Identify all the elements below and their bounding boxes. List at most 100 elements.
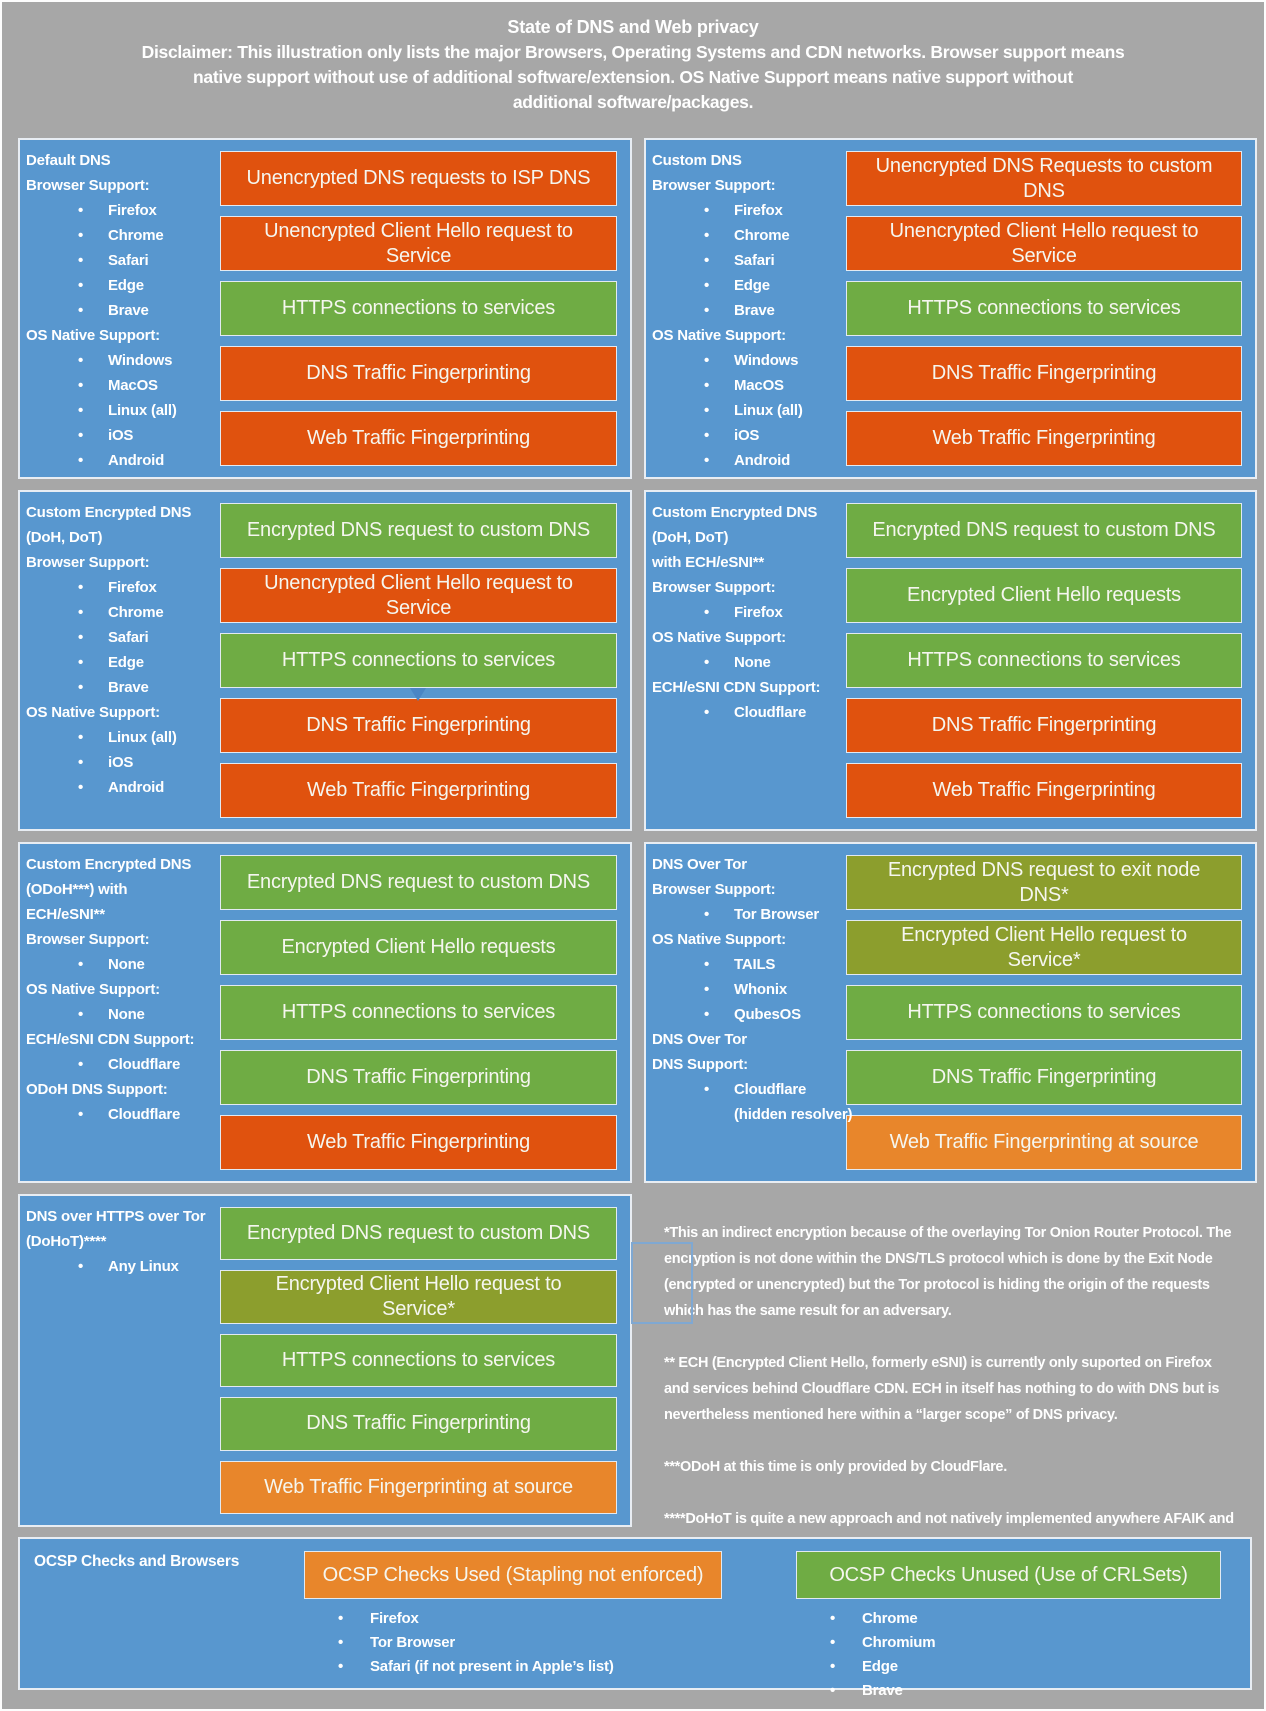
- status-bar-encrypted-client-hello-request-to-servic: Encrypted Client Hello request to Servic…: [220, 1270, 617, 1324]
- status-bar-dns-traffic-fingerprinting: DNS Traffic Fingerprinting: [846, 1050, 1242, 1105]
- ocsp-bar-ocsp-checks-used-stapling-not-enforced: OCSP Checks Used (Stapling not enforced): [304, 1551, 722, 1599]
- support-heading: OS Native Support:: [26, 327, 160, 344]
- status-bar-dns-traffic-fingerprinting: DNS Traffic Fingerprinting: [220, 1050, 617, 1105]
- disclaimer-line-3: additional software/packages.: [512, 92, 754, 112]
- support-heading: DNS Over Tor: [652, 1031, 747, 1048]
- support-item-brave: Brave: [26, 298, 218, 323]
- ocsp-group-ocsp-checks-used-stapling-not-enforced: OCSP Checks Used (Stapling not enforced)…: [304, 1551, 722, 1679]
- status-bar-web-traffic-fingerprinting: Web Traffic Fingerprinting: [220, 411, 617, 466]
- status-bar-dns-traffic-fingerprinting: DNS Traffic Fingerprinting: [220, 698, 617, 753]
- support-item-brave: Brave: [26, 675, 218, 700]
- panel-title-line: DNS Over Tor: [652, 856, 747, 873]
- support-heading: Browser Support:: [652, 177, 776, 194]
- panel-title-line: Custom DNS: [652, 152, 742, 169]
- support-item-cloudflare-hidden-resolver: Cloudflare (hidden resolver): [652, 1077, 852, 1127]
- status-bar-dns-traffic-fingerprinting: DNS Traffic Fingerprinting: [846, 346, 1242, 401]
- status-bar-web-traffic-fingerprinting: Web Traffic Fingerprinting: [846, 411, 1242, 466]
- support-heading: OS Native Support:: [26, 981, 160, 998]
- panel-custom-encrypted-dns-ech: Custom Encrypted DNS (DoH, DoT) with ECH/e…: [644, 490, 1257, 831]
- support-item-macos: MacOS: [26, 373, 218, 398]
- support-item-android: Android: [26, 448, 218, 473]
- support-item-edge: Edge: [26, 273, 218, 298]
- footnote-2: ** ECH (Encrypted Client Hello, formerly…: [664, 1355, 1220, 1423]
- support-item-android: Android: [26, 775, 218, 800]
- panel-title-line: (ODoH***) with: [26, 881, 128, 898]
- support-item-safari: Safari: [26, 625, 218, 650]
- support-item-chrome: Chrome: [26, 223, 218, 248]
- panel-labels: Custom Encrypted DNS (ODoH***) with ECH/eS…: [20, 844, 220, 1181]
- ocsp-group-ocsp-checks-unused-use-of-crlsets: OCSP Checks Unused (Use of CRLSets) Chrom…: [796, 1551, 1221, 1703]
- status-bar-https-connections-to-services: HTTPS connections to services: [846, 633, 1242, 688]
- status-bar-encrypted-client-hello-requests: Encrypted Client Hello requests: [220, 920, 617, 975]
- support-item-whonix: Whonix: [652, 977, 844, 1002]
- ocsp-item-chromium: Chromium: [796, 1631, 1221, 1655]
- status-bar-web-traffic-fingerprinting: Web Traffic Fingerprinting: [846, 763, 1242, 818]
- status-bar-https-connections-to-services: HTTPS connections to services: [220, 633, 617, 688]
- support-item-ios: iOS: [26, 423, 218, 448]
- panel-title-line: DNS over HTTPS over Tor: [26, 1208, 206, 1225]
- footnote-3: ***ODoH at this time is only provided by…: [664, 1459, 1007, 1475]
- support-heading: OS Native Support:: [652, 327, 786, 344]
- support-item-safari: Safari: [26, 248, 218, 273]
- support-heading: Browser Support:: [26, 554, 150, 571]
- status-bar-https-connections-to-services: HTTPS connections to services: [220, 1333, 617, 1388]
- panel-custom-dns: Custom DNS Browser Support: FirefoxChromeS…: [644, 138, 1257, 479]
- support-item-none: None: [26, 952, 218, 977]
- status-bar-unencrypted-client-hello-request-to-serv: Unencrypted Client Hello request to Serv…: [220, 216, 617, 271]
- panel-dns-over-tor: DNS Over Tor Browser Support: Tor Browser O…: [644, 842, 1257, 1183]
- support-heading: ODoH DNS Support:: [26, 1081, 168, 1098]
- status-bar-https-connections-to-services: HTTPS connections to services: [846, 985, 1242, 1040]
- ocsp-item-tor-browser: Tor Browser: [304, 1631, 722, 1655]
- ocsp-item-edge: Edge: [796, 1655, 1221, 1679]
- support-item-any-linux: Any Linux: [26, 1254, 218, 1279]
- support-item-cloudflare: Cloudflare: [26, 1052, 218, 1077]
- status-bar-web-traffic-fingerprinting-at-source: Web Traffic Fingerprinting at source: [220, 1460, 617, 1515]
- status-bar-encrypted-dns-request-to-custom-dns: Encrypted DNS request to custom DNS: [220, 1207, 617, 1261]
- support-heading: OS Native Support:: [652, 629, 786, 646]
- panel-dohot: DNS over HTTPS over Tor (DoHoT)**** Any Li…: [18, 1194, 632, 1527]
- support-heading: Browser Support:: [652, 579, 776, 596]
- status-bar-encrypted-dns-request-to-custom-dns: Encrypted DNS request to custom DNS: [846, 503, 1242, 558]
- status-bars: Encrypted DNS request to custom DNS Encry…: [220, 844, 630, 1181]
- footnote-1: *This an indirect encryption because of …: [664, 1225, 1232, 1319]
- status-bars: Encrypted DNS request to exit node DNS* E…: [846, 844, 1255, 1181]
- ocsp-item-chrome: Chrome: [796, 1607, 1221, 1631]
- support-item-firefox: Firefox: [26, 575, 218, 600]
- panel-title-line: with ECH/eSNI**: [652, 554, 765, 571]
- support-item-linux-all: Linux (all): [26, 725, 218, 750]
- support-heading: Browser Support:: [26, 177, 150, 194]
- support-item-edge: Edge: [26, 650, 218, 675]
- status-bar-encrypted-client-hello-requests: Encrypted Client Hello requests: [846, 568, 1242, 623]
- panel-title-line: Default DNS: [26, 152, 111, 169]
- connector-arrow-artifact: [410, 688, 426, 701]
- support-item-safari: Safari: [652, 248, 844, 273]
- panel-title-line: Custom Encrypted DNS: [26, 504, 192, 521]
- support-item-macos: MacOS: [652, 373, 844, 398]
- support-item-chrome: Chrome: [652, 223, 844, 248]
- support-heading: OS Native Support:: [26, 704, 160, 721]
- panel-title-line: (DoHoT)****: [26, 1233, 107, 1250]
- status-bar-unencrypted-client-hello-request-to-serv: Unencrypted Client Hello request to Serv…: [846, 216, 1242, 271]
- panel-custom-encrypted-dns-odoh: Custom Encrypted DNS (ODoH***) with ECH/eS…: [18, 842, 632, 1183]
- support-item-ios: iOS: [652, 423, 844, 448]
- panel-title-line: Custom Encrypted DNS: [26, 856, 192, 873]
- panel-labels: Custom DNS Browser Support: FirefoxChromeS…: [646, 140, 846, 477]
- support-item-brave: Brave: [652, 298, 844, 323]
- support-item-tor-browser: Tor Browser: [652, 902, 844, 927]
- disclaimer-line-2: native support without use of additional…: [193, 67, 1073, 87]
- status-bar-encrypted-dns-request-to-custom-dns: Encrypted DNS request to custom DNS: [220, 855, 617, 910]
- support-heading: ECH/eSNI CDN Support:: [652, 679, 821, 696]
- ocsp-browser-list: FirefoxTor BrowserSafari (if not present…: [304, 1607, 722, 1679]
- support-item-chrome: Chrome: [26, 600, 218, 625]
- status-bar-https-connections-to-services: HTTPS connections to services: [846, 281, 1242, 336]
- status-bars: Encrypted DNS request to custom DNS Encry…: [220, 1196, 630, 1525]
- status-bar-dns-traffic-fingerprinting: DNS Traffic Fingerprinting: [220, 346, 617, 401]
- status-bars: Encrypted DNS request to custom DNS Unenc…: [220, 492, 630, 829]
- support-item-windows: Windows: [652, 348, 844, 373]
- panel-labels: Custom Encrypted DNS (DoH, DoT) with ECH/e…: [646, 492, 846, 829]
- support-item-qubesos: QubesOS: [652, 1002, 844, 1027]
- status-bar-web-traffic-fingerprinting: Web Traffic Fingerprinting: [220, 1115, 617, 1170]
- support-heading: ECH/eSNI CDN Support:: [26, 1031, 195, 1048]
- panel-labels: Default DNS Browser Support: FirefoxChrome…: [20, 140, 220, 477]
